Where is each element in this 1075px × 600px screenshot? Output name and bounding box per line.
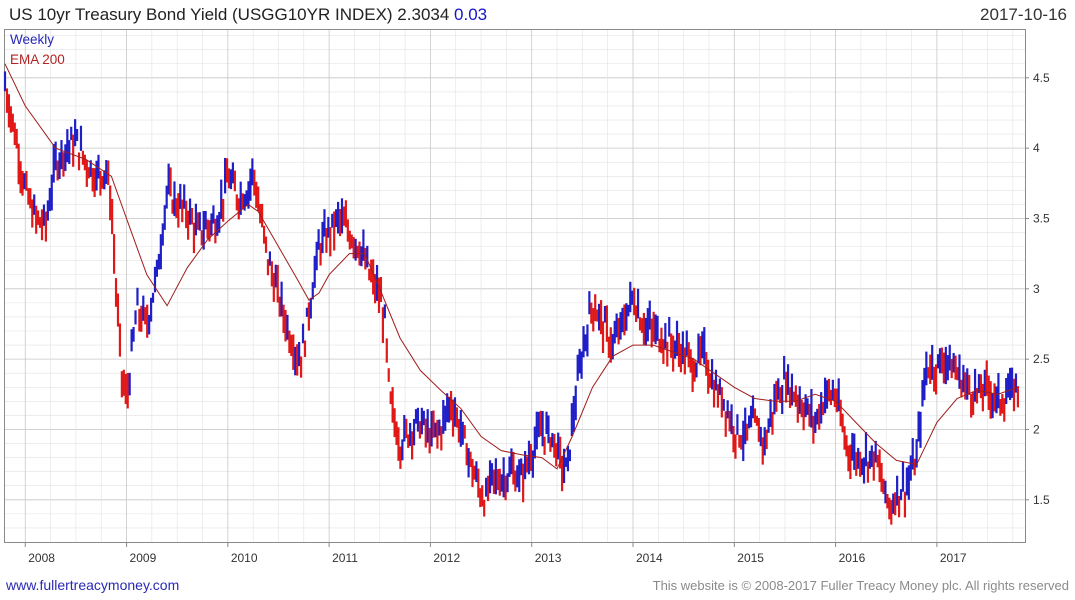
y-tick-label: 2.5 (1033, 352, 1050, 366)
x-tick-label: 2013 (535, 551, 562, 565)
legend-ema: EMA 200 (10, 52, 65, 67)
site-link[interactable]: www.fullertreacymoney.com (6, 577, 180, 593)
x-tick-label: 2014 (636, 551, 663, 565)
legend-weekly: Weekly (10, 32, 55, 47)
x-tick-label: 2015 (737, 551, 764, 565)
copyright-text: This website is © 2008-2017 Fuller Treac… (652, 578, 1069, 593)
y-tick-label: 4.5 (1033, 71, 1050, 85)
x-tick-label: 2008 (28, 551, 55, 565)
y-tick-label: 2 (1033, 422, 1040, 436)
ema-200-line (4, 63, 1019, 470)
y-tick-label: 3.5 (1033, 211, 1050, 225)
x-tick-label: 2017 (940, 551, 967, 565)
y-tick-label: 1.5 (1033, 493, 1050, 507)
title-text: US 10yr Treasury Bond Yield (USGG10YR IN… (9, 5, 450, 24)
chart-title: US 10yr Treasury Bond Yield (USGG10YR IN… (9, 5, 487, 25)
x-tick-label: 2010 (231, 551, 258, 565)
y-tick-label: 3 (1033, 282, 1040, 296)
change-value: 0.03 (454, 5, 488, 24)
chart-date: 2017-10-16 (980, 5, 1067, 24)
x-tick-label: 2016 (839, 551, 866, 565)
y-tick-label: 4 (1033, 141, 1040, 155)
x-tick-label: 2011 (332, 551, 358, 565)
x-tick-label: 2012 (433, 551, 460, 565)
x-tick-label: 2009 (130, 551, 157, 565)
weekly-bars (3, 71, 1020, 525)
